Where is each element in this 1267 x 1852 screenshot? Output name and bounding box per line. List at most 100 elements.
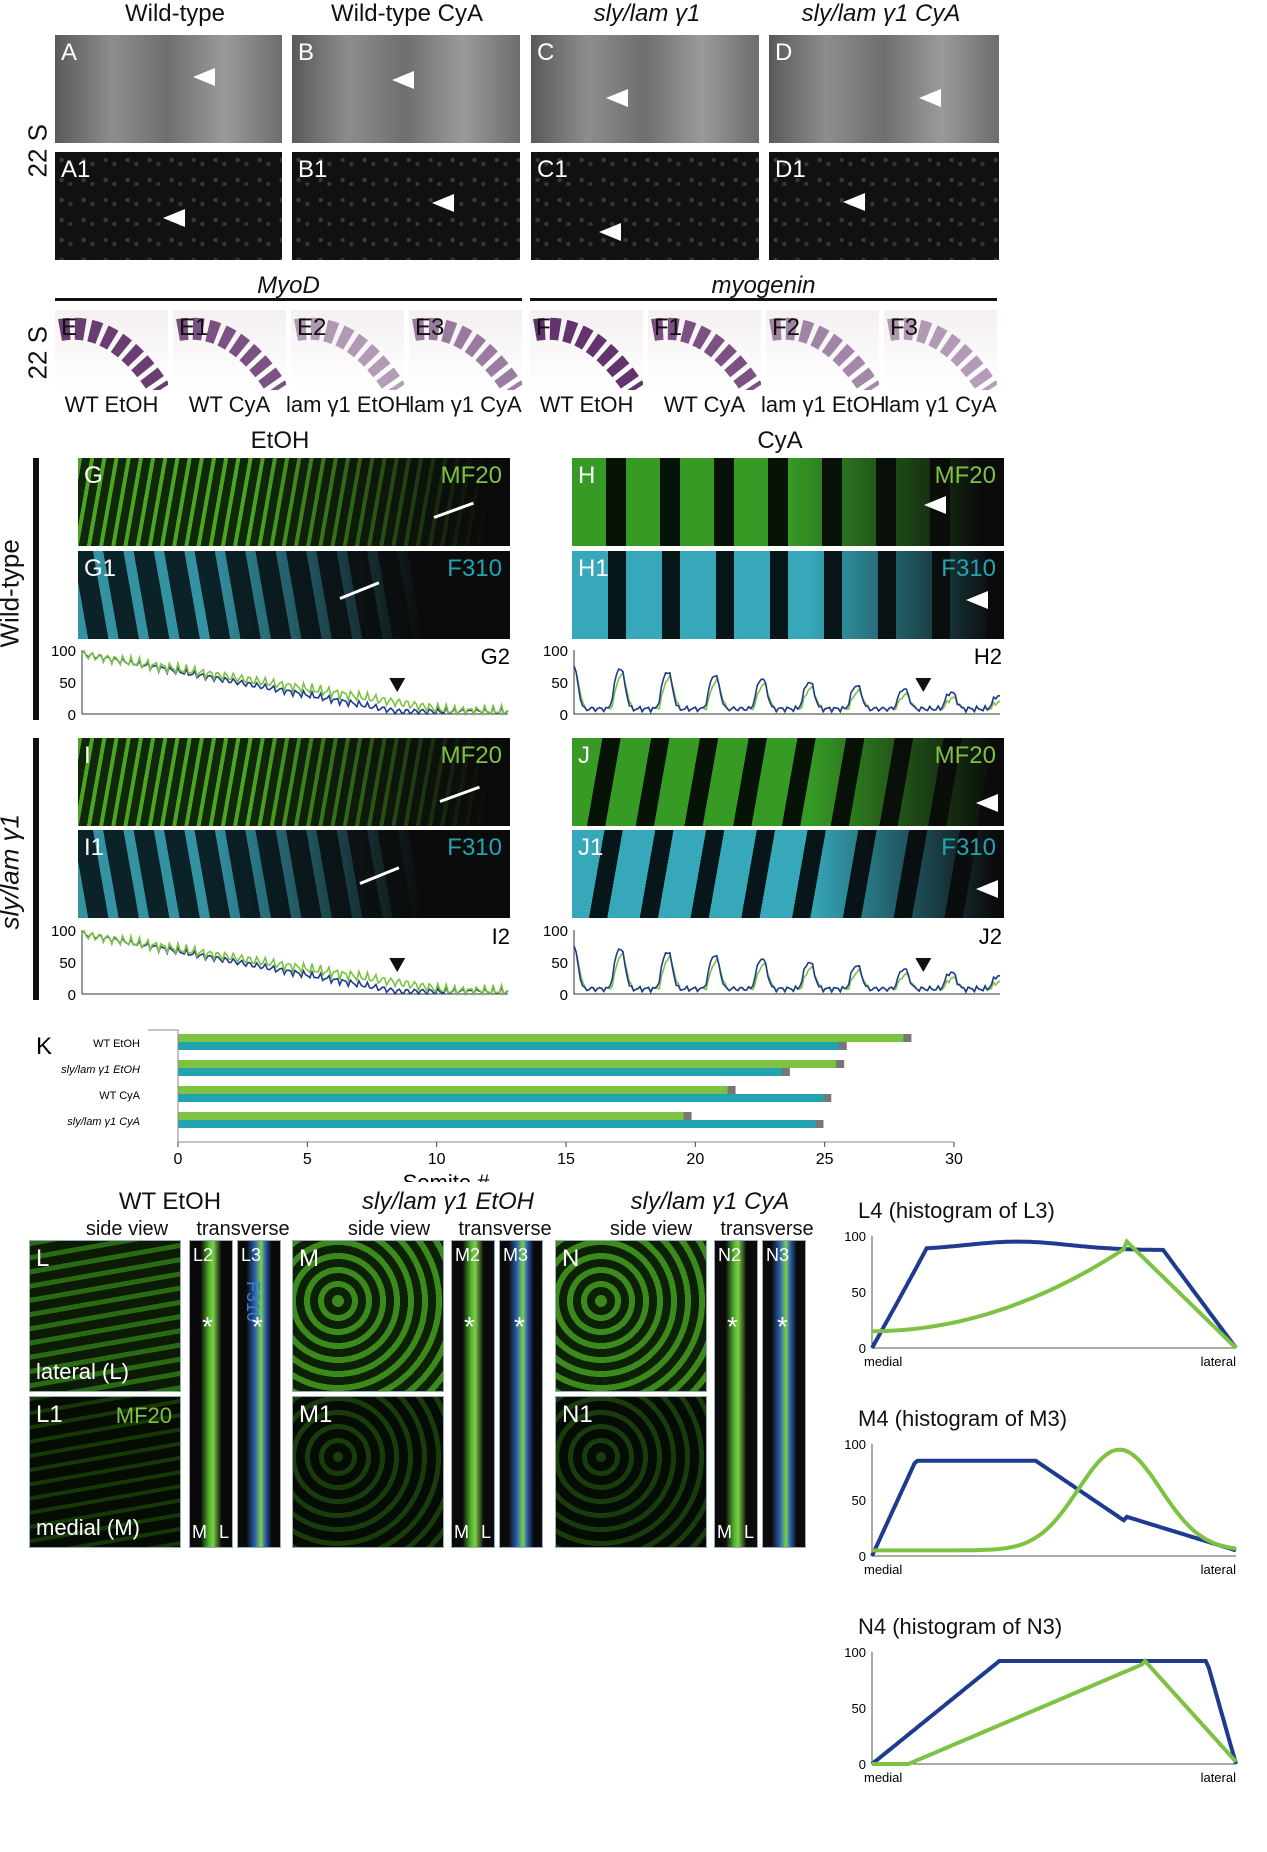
panel-label: E1 <box>179 314 209 341</box>
muscle-fibers <box>78 458 510 546</box>
row-bar-sly <box>33 738 39 1000</box>
ish-panel-8: F3 <box>884 310 997 390</box>
embryo-stain <box>176 317 286 390</box>
panel-label: B <box>298 39 315 66</box>
panel-label: J <box>578 742 590 769</box>
axis-tick: 15 <box>557 1151 575 1168</box>
error-bar <box>838 1042 847 1050</box>
hist-trace <box>872 1238 1238 1350</box>
panel-a-img: A <box>55 35 282 143</box>
panel-label: M <box>299 1245 319 1272</box>
panel-b-img: B <box>292 35 520 143</box>
panel-g1: G1 F310 <box>78 551 510 639</box>
profile-trace <box>81 649 509 717</box>
panel-label: F1 <box>654 314 683 341</box>
axis-tick: 0 <box>68 987 76 1004</box>
arrowhead-icon <box>924 496 946 514</box>
arrowhead-icon <box>843 193 865 211</box>
hist-x-label: medial <box>864 1770 902 1785</box>
panel-label: H2 <box>974 644 1002 669</box>
bar-category-label: sly/lam γ1 EtOH <box>61 1064 140 1076</box>
error-bar <box>683 1112 692 1120</box>
axis-tick: 10 <box>428 1151 446 1168</box>
hist-trace <box>870 1659 1238 1766</box>
axis-tick: 100 <box>51 643 76 660</box>
panel-h: H MF20 <box>572 458 1004 546</box>
side-view-label: side view <box>85 1218 169 1240</box>
embryo-stain <box>769 317 879 390</box>
star-marker: * <box>464 1311 475 1342</box>
axis-line <box>573 930 1000 995</box>
ish-panel-1: E <box>55 310 168 390</box>
panel-g: G MF20 <box>78 458 510 546</box>
panel-n: N <box>555 1240 707 1392</box>
axis-tick: 50 <box>852 1285 866 1300</box>
ish-panel-7: F2 <box>766 310 879 390</box>
panel-label: C <box>537 39 555 66</box>
row-label-sly: sly/lam γ1 <box>0 813 25 930</box>
axis-line <box>81 650 508 715</box>
medial-mark: M <box>717 1522 732 1542</box>
header-wt: Wild-type <box>124 0 226 27</box>
axis-tick: 30 <box>945 1151 963 1168</box>
hist-x-label: medial <box>864 1354 902 1369</box>
axis-tick: 100 <box>844 1229 866 1244</box>
lateral-mark: L <box>480 1522 491 1542</box>
profile-trace <box>81 930 509 996</box>
panel-label: N2 <box>718 1245 742 1265</box>
axis-tick: 0 <box>859 1549 866 1564</box>
bar <box>178 1120 820 1128</box>
axis-tick: 20 <box>686 1151 704 1168</box>
panel-label: J2 <box>979 924 1002 949</box>
arrowhead-icon <box>389 678 406 692</box>
medial-mark: M <box>454 1522 469 1542</box>
panel-label: L1 <box>36 1401 63 1428</box>
arrowhead-icon <box>599 223 621 241</box>
medial-label: medial (M) <box>36 1515 140 1540</box>
stage-label-top: 22 S <box>22 124 53 178</box>
hist-trace <box>872 1447 1237 1553</box>
header-myod: MyoD <box>257 272 320 299</box>
ish-caption: WT CyA <box>663 392 746 417</box>
panel-n3: N3 * <box>762 1240 806 1548</box>
panel-m3: M3 * <box>499 1240 543 1548</box>
panel-label: N3 <box>766 1245 790 1265</box>
panel-d1: D1 <box>769 152 999 260</box>
axis-tick: 0 <box>859 1757 866 1772</box>
error-bar <box>823 1094 832 1102</box>
side-view-label: side view <box>609 1218 693 1240</box>
stain-label-mf20: MF20 <box>115 1403 172 1428</box>
axis-tick: 100 <box>844 1645 866 1660</box>
bar <box>178 1086 732 1094</box>
header-wt-etoh: WT EtOH <box>118 1188 222 1215</box>
panel-label: K <box>36 1033 52 1060</box>
axis-tick: 25 <box>816 1151 834 1168</box>
arrowhead-icon <box>193 68 215 86</box>
profile-trace <box>573 665 1001 714</box>
embryo-stain <box>58 317 168 390</box>
somite-bar-chart: K WT EtOH sly/lam γ1 EtOH WT CyA sly/lam γ1 … <box>36 1029 963 1182</box>
panel-l3: L3 F310 * <box>237 1240 281 1548</box>
star-marker: * <box>252 1311 263 1342</box>
profile-trace <box>573 945 1001 994</box>
bar <box>178 1094 828 1102</box>
transverse-label: transverse <box>196 1218 290 1240</box>
stain-label-f310: F310 <box>941 555 996 582</box>
embryo-stain <box>887 317 997 390</box>
panel-m: M <box>292 1240 444 1392</box>
error-bar <box>781 1068 790 1076</box>
profile-i2: 100 50 0 I2 <box>51 923 510 1004</box>
myod-rule <box>55 298 522 301</box>
panel-label: E <box>61 314 78 341</box>
header-sly-cya: sly/lam γ1 CyA <box>801 0 961 27</box>
panel-b1: B1 <box>292 152 520 260</box>
axis-tick: 50 <box>852 1493 866 1508</box>
somites <box>572 830 1004 918</box>
star-marker: * <box>777 1311 788 1342</box>
axis-tick: 100 <box>543 643 568 660</box>
hist-x-label: lateral <box>1201 1770 1237 1785</box>
stain-label-f310: F310 <box>447 555 502 582</box>
hist-x-label: medial <box>864 1562 902 1577</box>
bar-category-label: sly/lam γ1 CyA <box>67 1116 140 1128</box>
